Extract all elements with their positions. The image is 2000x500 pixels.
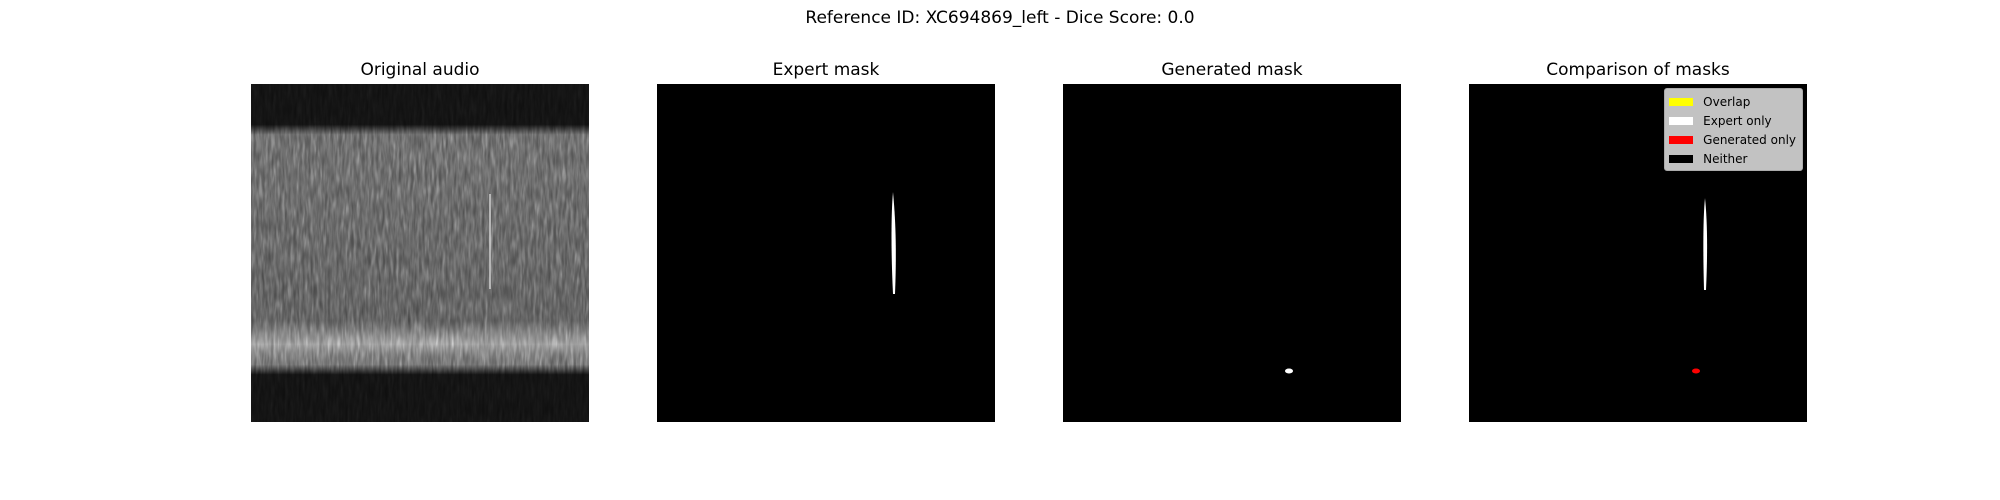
generated-only-region	[1692, 368, 1700, 374]
legend-item-generated-only: Generated only	[1669, 130, 1796, 149]
generated-mask-panel	[1063, 84, 1401, 422]
original-audio-spectrogram	[251, 84, 589, 422]
panel-title-comparison: Comparison of masks	[1546, 60, 1730, 80]
legend-swatch-neither	[1669, 154, 1694, 163]
legend-label-neither: Neither	[1703, 151, 1748, 166]
figure-title: Reference ID: XC694869_left - Dice Score…	[805, 8, 1195, 28]
legend-item-neither: Neither	[1669, 149, 1796, 168]
legend: Overlap Expert only Generated only Neith…	[1664, 88, 1803, 171]
panel-title-expert-mask: Expert mask	[772, 60, 880, 80]
legend-item-expert-only: Expert only	[1669, 111, 1796, 130]
legend-swatch-overlap	[1669, 97, 1694, 106]
legend-swatch-generated-only	[1669, 135, 1694, 144]
legend-label-overlap: Overlap	[1703, 94, 1751, 109]
comparison-panel: Overlap Expert only Generated only Neith…	[1469, 84, 1807, 422]
expert-mask-region	[891, 192, 896, 294]
panel-title-generated-mask: Generated mask	[1161, 60, 1303, 80]
generated-mask-region	[1285, 368, 1293, 374]
panel-title-original-audio: Original audio	[360, 60, 480, 80]
legend-swatch-expert-only	[1669, 116, 1694, 125]
expert-only-region	[1703, 198, 1708, 290]
legend-label-expert-only: Expert only	[1703, 113, 1772, 128]
spectrogram-image	[251, 84, 589, 422]
legend-item-overlap: Overlap	[1669, 92, 1796, 111]
expert-mask-panel	[657, 84, 995, 422]
legend-label-generated-only: Generated only	[1703, 132, 1796, 147]
